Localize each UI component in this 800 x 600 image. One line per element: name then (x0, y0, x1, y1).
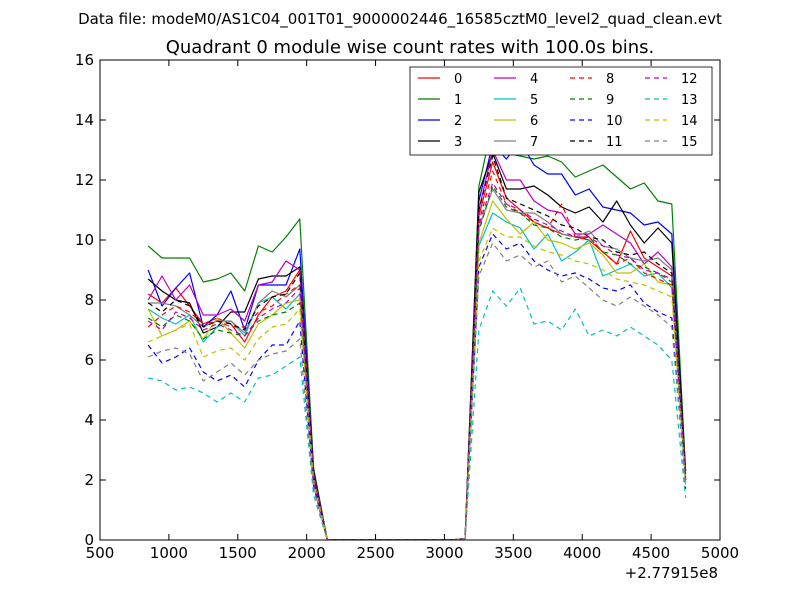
y-tick-label: 16 (75, 51, 94, 69)
legend-label-13: 13 (681, 93, 698, 108)
y-tick-label: 2 (84, 471, 94, 489)
legend-label-9: 9 (606, 93, 614, 108)
legend-label-6: 6 (530, 114, 538, 129)
series-line-6 (147, 200, 687, 540)
legend-label-0: 0 (454, 72, 462, 87)
series-line-4 (147, 149, 687, 540)
x-tick-label: 1000 (150, 544, 188, 562)
series-line-12 (147, 182, 687, 540)
x-tick-label: 4000 (563, 544, 601, 562)
chart-title: Quadrant 0 module wise count rates with … (166, 37, 655, 58)
y-tick-label: 10 (75, 231, 94, 249)
x-tick-label: 1500 (219, 544, 257, 562)
series-line-11 (147, 155, 687, 540)
series-line-10 (147, 233, 687, 540)
y-tick-label: 8 (84, 291, 94, 309)
y-tick-label: 4 (84, 411, 94, 429)
series-line-2 (147, 140, 687, 540)
legend-label-15: 15 (681, 135, 698, 150)
x-tick-label: 3500 (494, 544, 532, 562)
y-tick-label: 0 (84, 531, 94, 549)
x-axis-offset-label: +2.77915e8 (625, 564, 718, 582)
y-tick-label: 14 (75, 111, 94, 129)
x-tick-label: 5000 (701, 544, 739, 562)
y-tick-label: 12 (75, 171, 94, 189)
x-axis: 500 1000 1500 2000 2500 3000 3500 4000 4500 5000 (86, 60, 739, 562)
legend-label-5: 5 (530, 93, 538, 108)
series-line-3 (147, 152, 687, 540)
series-line-9 (147, 185, 687, 540)
legend-label-11: 11 (606, 135, 623, 150)
data-file-suptitle: Data file: modeM0/AS1C04_001T01_90000024… (78, 10, 722, 29)
series-line-5 (147, 212, 687, 540)
legend-label-7: 7 (530, 135, 538, 150)
series-line-1 (147, 122, 687, 540)
series-line-14 (147, 227, 687, 540)
legend-label-2: 2 (454, 114, 462, 129)
x-tick-label: 3000 (425, 544, 463, 562)
legend-label-4: 4 (530, 72, 538, 87)
legend-frame (409, 66, 713, 156)
x-tick-label: 500 (86, 544, 115, 562)
series-line-13 (148, 287, 687, 540)
x-tick-label: 2500 (356, 544, 394, 562)
legend-label-12: 12 (681, 72, 698, 87)
x-tick-label: 4500 (632, 544, 670, 562)
series-line-8 (147, 170, 687, 540)
legend-label-3: 3 (454, 135, 462, 150)
legend-label-8: 8 (606, 72, 614, 87)
legend-label-1: 1 (454, 93, 462, 108)
legend-label-14: 14 (681, 114, 698, 129)
x-tick-label: 2000 (288, 544, 326, 562)
y-tick-label: 6 (84, 351, 94, 369)
legend-label-10: 10 (606, 114, 623, 129)
series-layer (147, 122, 687, 540)
